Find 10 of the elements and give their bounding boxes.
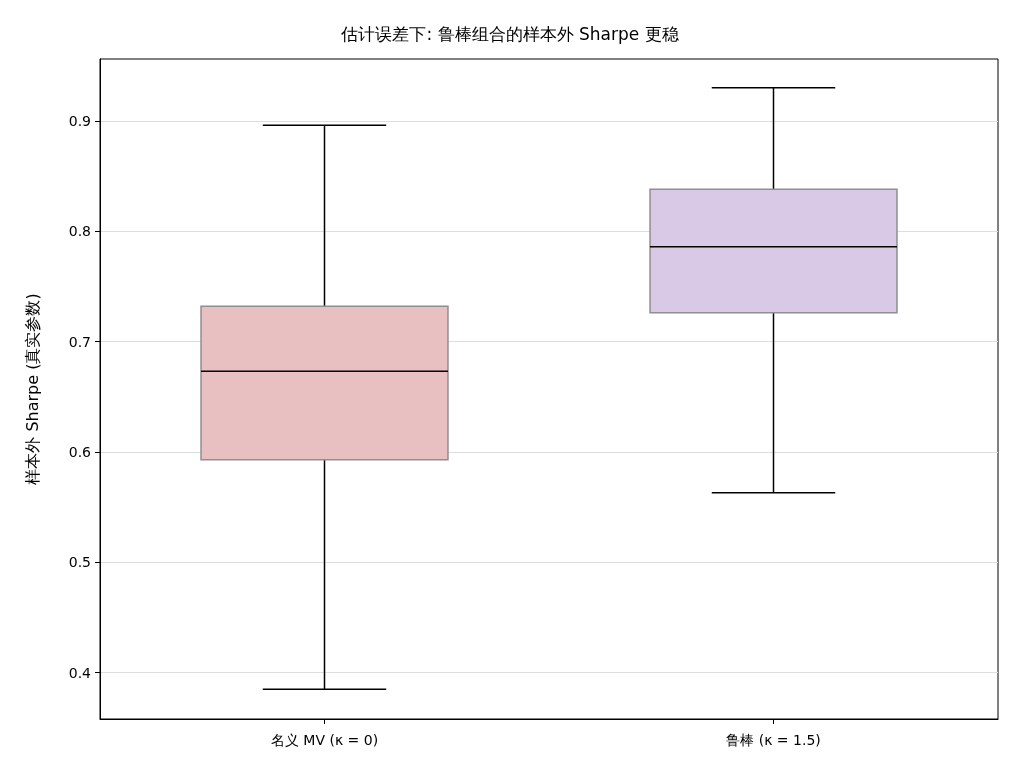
y-axis-title: 样本外 Sharpe (真实参数) xyxy=(22,293,42,485)
chart-title: 估计误差下: 鲁棒组合的样本外 Sharpe 更稳 xyxy=(340,23,679,44)
y-tick-label: 0.6 xyxy=(68,443,92,460)
y-tick-label: 0.9 xyxy=(68,112,91,129)
y-tick-label: 0.8 xyxy=(68,223,91,240)
y-tick-label: 0.7 xyxy=(68,333,91,350)
y-tick-label: 0.5 xyxy=(68,554,91,571)
x-tick-label: 鲁棒 (κ = 1.5) xyxy=(726,732,821,748)
y-tick-label: 0.4 xyxy=(68,664,92,681)
x-tick-label: 名义 MV (κ = 0) xyxy=(270,732,379,748)
